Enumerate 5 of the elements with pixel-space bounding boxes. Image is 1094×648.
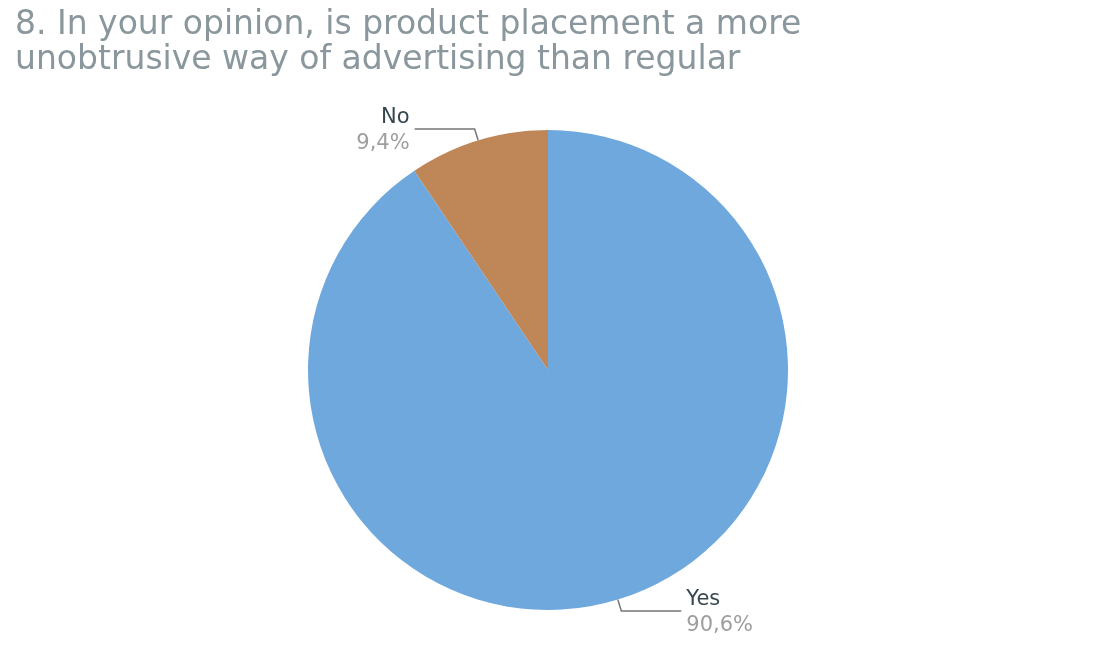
data-label: 90,6% <box>686 612 754 637</box>
slice-label: No <box>381 103 410 128</box>
chart-title: 8. In your opinion, is product placement a more unobtrusive way of advertising than regular <box>15 3 802 77</box>
data-label: 9,4% <box>356 129 410 154</box>
slice-label: Yes <box>685 586 721 611</box>
